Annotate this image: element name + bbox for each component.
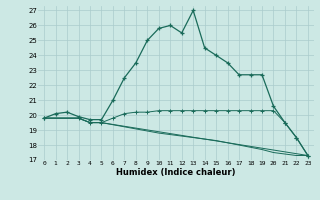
X-axis label: Humidex (Indice chaleur): Humidex (Indice chaleur): [116, 168, 236, 177]
